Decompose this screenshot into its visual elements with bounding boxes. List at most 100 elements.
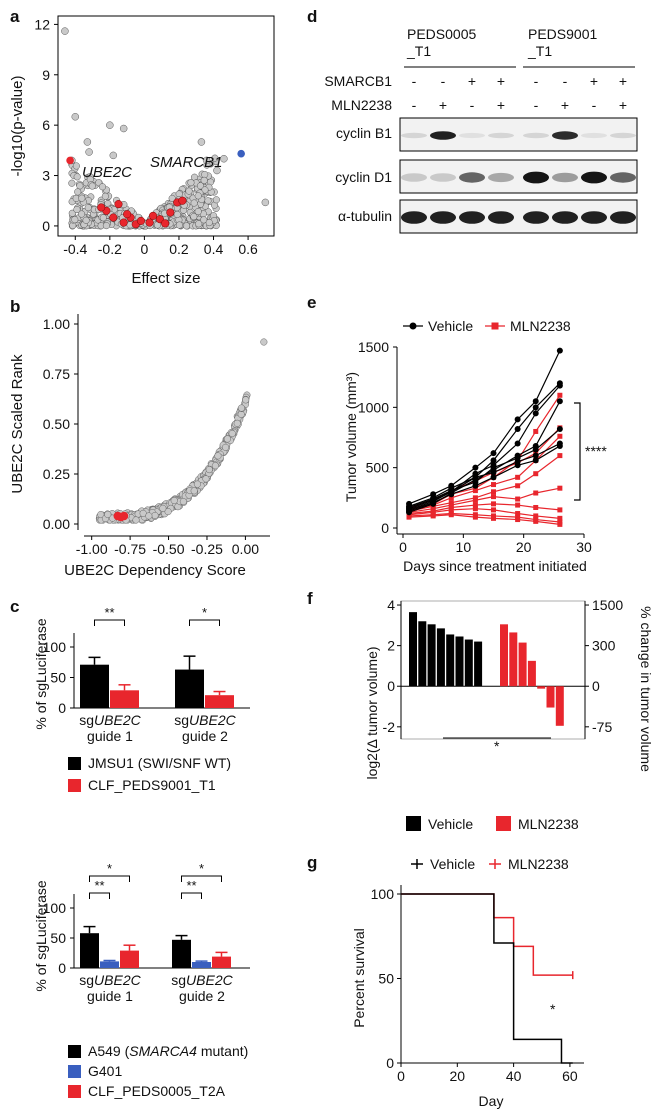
growth-vehicle-marker xyxy=(514,462,521,469)
waterfall-mln-bar xyxy=(555,686,564,726)
growth-xtick-label: 10 xyxy=(456,539,472,555)
sig-bracket xyxy=(94,619,125,626)
bar xyxy=(80,664,109,708)
growth-vehicle-marker xyxy=(490,469,497,476)
panel-c-bottom-ylabel: % of sgLuciferase xyxy=(33,880,49,991)
legend-swatch xyxy=(68,1085,81,1098)
bar-group-label: sgUBE2C xyxy=(79,972,141,988)
volcano-xtick-label: 0.2 xyxy=(169,241,189,257)
growth-mln-marker xyxy=(557,392,563,398)
growth-mln-marker xyxy=(557,521,563,527)
blot-band xyxy=(488,172,514,183)
growth-mln-marker xyxy=(533,518,539,524)
growth-ytick-label: 0 xyxy=(381,520,389,536)
volcano-outlier xyxy=(261,198,270,207)
volcano-outlier xyxy=(220,154,228,163)
growth-mln-marker xyxy=(533,471,539,477)
dependency-xtick-label: -0.50 xyxy=(153,541,185,557)
panel-b-xlabel: UBE2C Dependency Score xyxy=(64,562,246,579)
sig-bracket xyxy=(181,892,202,899)
volcano-smarcb1-point xyxy=(237,149,245,158)
volcano-point xyxy=(183,222,191,230)
volcano-ytick-label: 0 xyxy=(42,218,50,234)
growth-mln-line xyxy=(408,503,560,515)
bar-group-label-prefix: sg xyxy=(79,972,94,988)
dependency-point xyxy=(202,475,210,483)
growth-vehicle-marker xyxy=(472,464,479,471)
waterfall-mln-bar xyxy=(546,686,555,708)
growth-mln-marker xyxy=(491,482,496,488)
volcano-point xyxy=(84,204,92,212)
dependency-ytick-label: 0.75 xyxy=(43,366,70,382)
blot-sign-smarcb1: - xyxy=(441,73,446,89)
legend-label: MLN2238 xyxy=(518,816,579,832)
volcano-outlier xyxy=(119,124,128,133)
growth-mln-line xyxy=(408,508,560,519)
panel-a: a -0.4 -0.2 0 0.2 0.4 0.6 0 3 6 9 12 UBE2C SMARCB1… xyxy=(9,7,275,287)
volcano-red-point xyxy=(178,196,187,205)
growth-mln-marker xyxy=(515,511,521,517)
volcano-red-point xyxy=(119,218,128,227)
volcano-outlier xyxy=(61,27,69,35)
bar-ytick-label: 100 xyxy=(43,639,67,655)
growth-ytick-label: 1000 xyxy=(358,399,389,415)
bar-group-label-guide: guide 2 xyxy=(179,988,225,1004)
growth-mln-marker xyxy=(472,488,478,494)
growth-mln-marker xyxy=(472,497,478,503)
bar-ytick-label: 50 xyxy=(50,930,66,946)
legend-label-pre: A549 ( xyxy=(88,1043,130,1059)
survival-xtick-label: 40 xyxy=(506,1068,522,1084)
dependency-xtick-label: -0.75 xyxy=(114,541,146,557)
dependency-point xyxy=(132,516,140,524)
growth-mln-marker xyxy=(448,512,454,518)
panel-a-smarcb1-label: SMARCB1 xyxy=(150,154,223,171)
dependency-point xyxy=(228,429,236,438)
volcano-xtick-label: -0.4 xyxy=(63,241,87,257)
blot-band xyxy=(488,132,514,139)
waterfall-vehicle-bar xyxy=(436,628,445,687)
volcano-red-point xyxy=(166,208,175,217)
dependency-point xyxy=(159,504,167,512)
volcano-red-point xyxy=(145,218,154,227)
growth-mln-line xyxy=(409,514,560,525)
panel-b-letter: b xyxy=(10,297,20,316)
dependency-ytick-label: 0.25 xyxy=(43,466,70,482)
volcano-point xyxy=(175,221,183,229)
bar-ytick-label: 0 xyxy=(58,960,66,976)
growth-mln-marker xyxy=(533,490,539,496)
blot-band xyxy=(430,211,456,224)
blot-sign-mln2238: + xyxy=(439,97,447,113)
bar xyxy=(205,695,234,708)
bar-ytick-label: 0 xyxy=(58,700,66,716)
volcano-ytick-label: 6 xyxy=(42,117,50,133)
volcano-red-point xyxy=(109,213,118,222)
volcano-point xyxy=(194,192,202,200)
panel-g-sig: * xyxy=(550,1001,556,1017)
volcano-point xyxy=(212,196,220,204)
sig-label: ** xyxy=(186,878,196,893)
volcano-point xyxy=(196,182,205,190)
volcano-point xyxy=(101,192,109,200)
volcano-outlier xyxy=(71,113,80,121)
panel-e-chart: 0 10 20 30 0 500 1000 1500 xyxy=(358,339,592,555)
growth-vehicle-marker xyxy=(532,398,539,405)
bar-group-label-guide: guide 2 xyxy=(182,728,228,744)
growth-vehicle-marker xyxy=(532,457,539,464)
panel-e: e Vehicle MLN2238 0 10 20 30 0 500 1000 1500 Da… xyxy=(307,293,607,574)
volcano-red-point xyxy=(161,219,170,228)
volcano-point xyxy=(201,170,209,179)
blot-sign-mln2238: - xyxy=(592,97,597,113)
panel-d-letter: d xyxy=(307,7,317,26)
panel-d-blot-label-cyclinB1: cyclin B1 xyxy=(336,125,392,141)
growth-mln-marker xyxy=(491,515,496,521)
dependency-point xyxy=(237,410,245,418)
panel-a-points xyxy=(61,27,270,229)
blot-band xyxy=(581,132,607,139)
growth-mln-line xyxy=(408,455,561,512)
blot-band xyxy=(401,132,427,139)
dependency-point xyxy=(214,452,222,460)
growth-mln-marker xyxy=(491,507,496,513)
survival-mln-curve xyxy=(401,893,573,976)
panel-d-line2-a: _T1 xyxy=(406,43,431,59)
